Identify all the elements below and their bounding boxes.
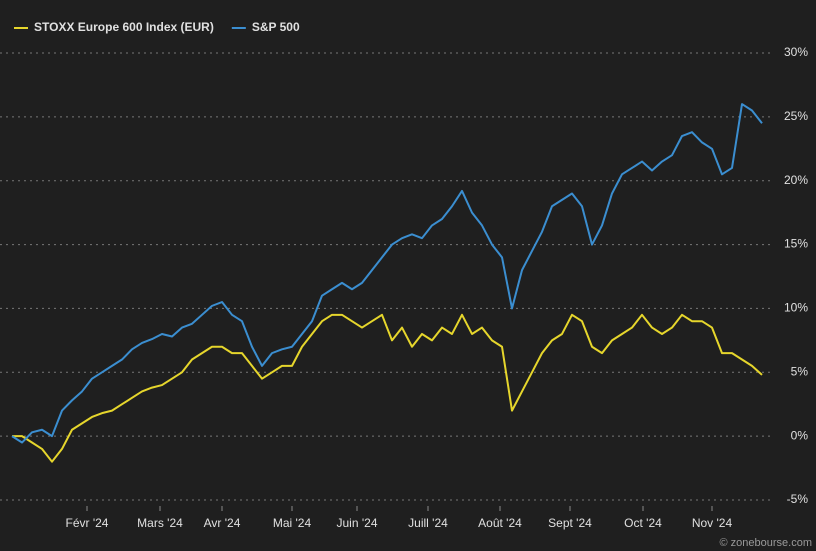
x-tick-label: Avr '24 xyxy=(204,516,241,530)
watermark: © zonebourse.com xyxy=(720,537,813,549)
series-line xyxy=(11,103,763,444)
legend-label: STOXX Europe 600 Index (EUR) xyxy=(34,20,214,34)
x-tick-label: Juin '24 xyxy=(337,516,378,530)
y-tick-label: 25% xyxy=(784,109,808,123)
series-line xyxy=(12,313,763,463)
x-tick-label: Mai '24 xyxy=(273,516,312,530)
x-tick-label: Juill '24 xyxy=(408,516,448,530)
legend-label: S&P 500 xyxy=(252,20,300,34)
y-tick-label: 5% xyxy=(791,364,809,378)
y-tick-label: 20% xyxy=(784,173,808,187)
y-tick-label: 15% xyxy=(784,237,808,251)
x-tick-label: Août '24 xyxy=(478,516,522,530)
x-tick-label: Oct '24 xyxy=(624,516,662,530)
y-tick-label: 10% xyxy=(784,301,808,315)
x-tick-label: Sept '24 xyxy=(548,516,592,530)
x-tick-label: Nov '24 xyxy=(692,516,733,530)
x-tick-label: Févr '24 xyxy=(66,516,109,530)
y-tick-label: 30% xyxy=(784,45,808,59)
x-tick-label: Mars '24 xyxy=(137,516,183,530)
y-tick-label: -5% xyxy=(787,492,809,506)
y-tick-label: 0% xyxy=(791,428,809,442)
